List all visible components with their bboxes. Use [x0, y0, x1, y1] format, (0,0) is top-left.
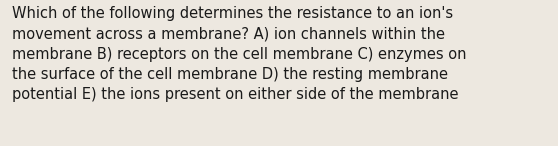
Text: Which of the following determines the resistance to an ion's
movement across a m: Which of the following determines the re… — [12, 6, 467, 102]
